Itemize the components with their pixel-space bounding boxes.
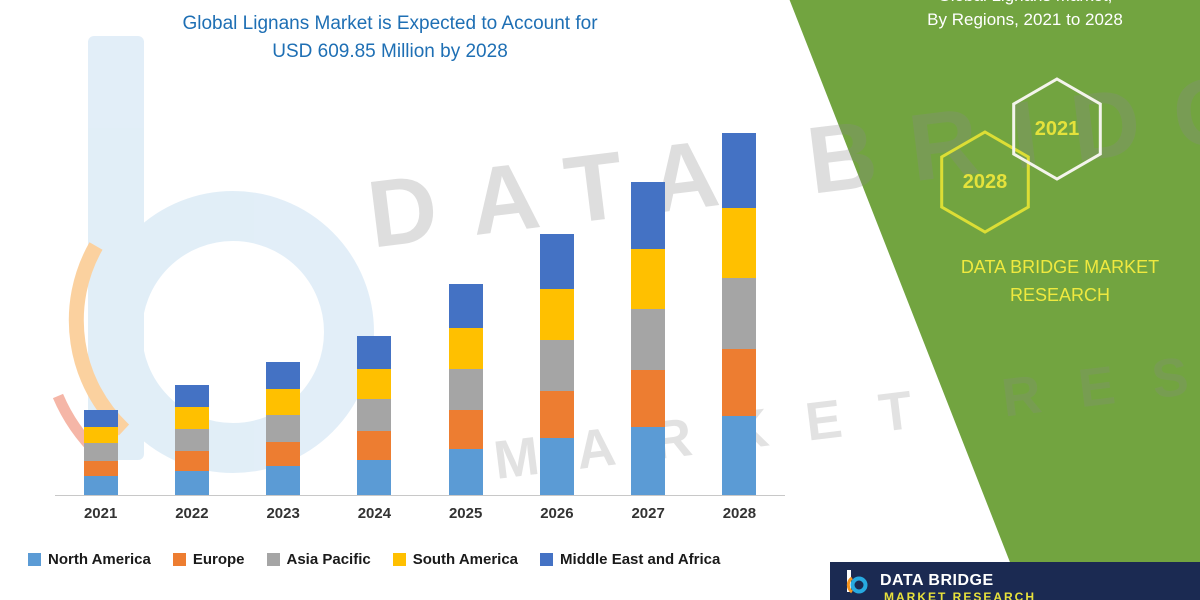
segment-europe [539,390,574,438]
footer-brand-text: DATA BRIDGE [880,572,994,589]
segment-europe [631,369,666,427]
x-axis-label: 2027 [631,505,665,522]
panel-heading-top: Global Lignans Market, [860,0,1190,6]
legend: North America Europe Asia Pacific South Ame… [28,551,720,568]
bar-column: 2022 [146,130,237,522]
footer-logo-icon [846,570,868,594]
bar-column: 2021 [55,130,146,522]
panel-brand-line1: DATA BRIDGE MARKET [960,257,1160,277]
stacked-bar-2023 [266,361,301,495]
stacked-bar-2026 [539,234,574,495]
segment-middle-east-and-africa [448,283,483,328]
segment-south-america [448,327,483,369]
x-axis-label: 2028 [722,505,757,522]
legend-label: Europe [192,551,245,568]
legend-item: Middle East and Africa [540,551,720,568]
segment-south-america [266,388,301,415]
segment-middle-east-and-africa [631,182,666,249]
segment-europe [83,460,118,476]
panel-brand-text: DATA BRIDGE MARKET RESEARCH [900,253,1200,309]
stacked-bar-2022 [174,384,209,495]
segment-europe [722,349,757,416]
legend-label: Middle East and Africa [560,551,721,568]
stacked-bar-2024 [357,335,392,495]
segment-middle-east-and-africa [83,409,118,427]
segment-middle-east-and-africa [266,361,301,389]
segment-asia-pacific [174,428,209,451]
segment-europe [357,430,392,460]
stacked-bar-2027 [631,182,666,495]
segment-middle-east-and-africa [174,384,209,408]
stacked-bar-2021 [83,409,118,495]
legend-item: Europe [172,551,245,568]
segment-europe [448,410,483,449]
segment-europe [266,441,301,466]
hexagon-2028-label: 2028 [962,171,1008,193]
segment-asia-pacific [631,308,666,370]
panel-brand-line2: RESEARCH [1009,285,1111,305]
segment-north-america [174,470,209,495]
segment-asia-pacific [448,368,483,411]
segment-middle-east-and-africa [539,234,574,289]
chart-title: Global Lignans Market is Expected to Acc… [60,10,720,66]
segment-south-america [722,207,757,278]
chart-title-line2: USD 609.85 Million by 2028 [272,41,508,62]
segment-europe [174,450,209,471]
x-axis-label: 2024 [357,505,392,522]
legend-swatch [28,553,41,566]
segment-north-america [266,465,301,495]
bar-column: 2027 [603,130,694,522]
segment-north-america [448,448,483,495]
x-axis-label: 2021 [83,505,118,522]
legend-label: South America [412,551,519,568]
segment-south-america [631,248,666,309]
segment-north-america [357,460,392,495]
hexagon-2021-label: 2021 [1034,118,1080,140]
segment-middle-east-and-africa [722,133,757,208]
segment-north-america [539,438,574,495]
x-axis-label: 2022 [175,505,209,522]
stacked-bar-2028 [722,133,757,495]
segment-middle-east-and-africa [357,335,392,369]
bar-column: 2026 [511,130,602,522]
segment-north-america [631,426,666,495]
segment-south-america [539,289,574,340]
footer-sub-text: MARKET RESEARCH [884,590,1037,600]
legend-swatch [172,553,186,566]
chart-title-line1: Global Lignans Market is Expected to Acc… [182,13,598,34]
x-axis-label: 2026 [540,505,574,522]
bar-column: 2024 [329,130,420,522]
stacked-bar-2025 [448,283,483,495]
footer-bar: DATA BRIDGE MARKET RESEARCH [830,562,1200,600]
legend-swatch [266,553,280,566]
segment-south-america [83,426,118,444]
segment-asia-pacific [722,277,757,349]
legend-swatch [392,553,406,566]
segment-asia-pacific [83,443,118,461]
legend-item: North America [28,551,151,568]
panel-heading: By Regions, 2021 to 2028 [927,10,1123,29]
bar-column: 2023 [238,130,329,522]
segment-north-america [83,476,118,495]
segment-asia-pacific [266,414,301,442]
legend-item: Asia Pacific [266,551,371,568]
plot: 2021 2022 2023 2024 2025 2026 2027 2028 [55,130,785,522]
segment-north-america [722,415,757,495]
segment-asia-pacific [357,399,392,431]
x-axis-label: 2025 [448,505,483,522]
legend-swatch [540,553,554,566]
legend-label: Asia Pacific [286,551,371,568]
segment-south-america [174,407,209,429]
x-axis-label: 2023 [266,505,300,522]
legend-label: North America [48,551,151,568]
legend-item: South America [392,551,519,568]
bar-column: 2025 [420,130,511,522]
bar-column: 2028 [694,130,785,522]
segment-asia-pacific [539,339,574,391]
segment-south-america [357,368,392,400]
